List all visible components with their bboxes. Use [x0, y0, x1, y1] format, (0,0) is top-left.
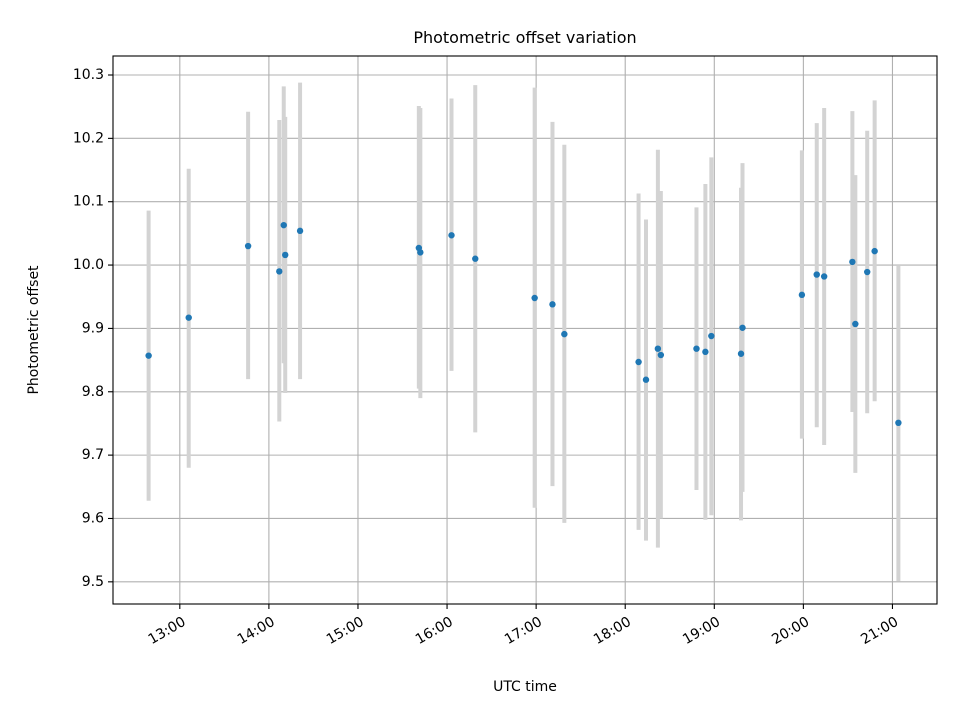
y-tick-label: 10.2	[73, 130, 104, 146]
data-point	[864, 268, 871, 276]
data-point	[472, 255, 479, 262]
errorbar-layer	[146, 82, 901, 582]
data-point	[813, 271, 820, 278]
data-point	[737, 350, 745, 357]
x-tick-label: 21:00	[858, 614, 901, 648]
data-point	[448, 232, 455, 239]
x-tick-label: 17:00	[502, 614, 545, 648]
data-point	[244, 242, 252, 250]
data-point	[531, 294, 538, 302]
data-point	[635, 358, 642, 366]
data-point	[549, 301, 556, 308]
y-tick-label: 10.0	[73, 257, 104, 273]
x-tick-label: 20:00	[769, 614, 812, 648]
data-point	[280, 221, 287, 229]
y-tick-label: 9.5	[82, 574, 104, 590]
data-point	[871, 247, 878, 255]
data-point	[693, 345, 700, 352]
y-tick-label: 9.9	[82, 320, 104, 336]
point-layer	[145, 221, 902, 427]
y-tick-label: 9.6	[82, 510, 104, 526]
y-axis-label: Photometric offset	[26, 265, 42, 395]
plot-frame	[112, 55, 938, 605]
data-point	[654, 345, 662, 352]
data-point	[282, 251, 289, 259]
data-point	[561, 330, 568, 338]
y-tick-label: 10.1	[73, 194, 104, 210]
y-tick-label: 9.8	[82, 384, 104, 400]
data-point	[185, 314, 192, 321]
x-tick-label: 13:00	[146, 614, 189, 648]
data-point	[895, 419, 902, 427]
data-point	[417, 249, 424, 256]
x-tick-label: 16:00	[413, 614, 456, 648]
data-point	[852, 320, 859, 328]
y-axis: 9.5 9.6 9.7 9.8 9.9 10.0 10.1 10.2 10.3	[73, 67, 113, 590]
data-point	[702, 348, 709, 356]
x-axis: 13:00 14:00 15:00 16:00 17:00 18:00 19:00 20:00…	[146, 604, 901, 648]
x-axis-label: UTC time	[493, 679, 557, 695]
x-tick-label: 15:00	[324, 614, 367, 648]
data-point	[276, 268, 283, 275]
y-tick-label: 9.7	[82, 447, 104, 463]
data-point	[739, 324, 746, 331]
data-point	[642, 376, 650, 383]
chart-title: Photometric offset variation	[413, 28, 636, 47]
data-point	[849, 258, 856, 266]
grid-layer	[113, 56, 937, 604]
data-point	[820, 273, 828, 280]
data-point	[708, 332, 715, 340]
data-point	[657, 351, 665, 359]
x-tick-label: 19:00	[680, 614, 723, 648]
x-tick-label: 14:00	[235, 614, 278, 648]
data-point	[296, 227, 304, 235]
data-point	[145, 352, 152, 359]
data-point	[798, 291, 806, 299]
x-tick-label: 18:00	[591, 614, 634, 648]
y-tick-label: 10.3	[73, 67, 104, 83]
